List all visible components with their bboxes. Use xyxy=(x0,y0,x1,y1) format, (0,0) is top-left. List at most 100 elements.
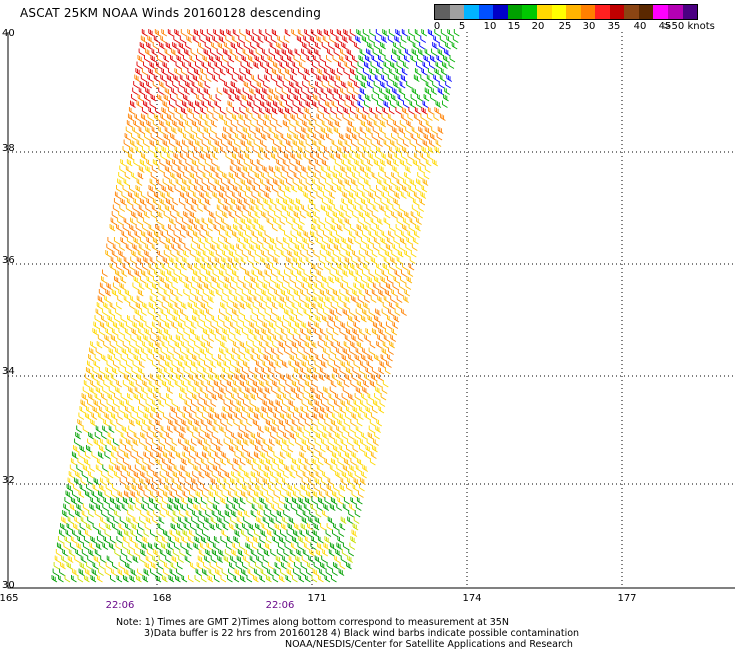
wind-barb xyxy=(155,302,161,310)
wind-barb xyxy=(179,152,186,160)
wind-barb xyxy=(305,139,312,147)
wind-barb xyxy=(112,406,118,414)
wind-barb xyxy=(175,61,182,69)
wind-barb xyxy=(203,87,210,95)
wind-barb xyxy=(378,250,385,258)
wind-barb xyxy=(376,224,382,232)
wind-barb xyxy=(343,224,350,232)
wind-barb xyxy=(407,269,414,277)
wind-barb xyxy=(431,126,437,134)
wind-barb xyxy=(409,217,416,225)
wind-barb xyxy=(228,250,235,258)
wind-barb xyxy=(320,165,327,173)
wind-barb xyxy=(203,445,209,453)
wind-barb xyxy=(313,367,320,375)
wind-barb xyxy=(191,120,198,128)
wind-barb xyxy=(118,367,125,375)
wind-barb xyxy=(352,328,359,336)
wind-barb xyxy=(288,399,295,407)
wind-barb xyxy=(401,308,407,316)
wind-barb xyxy=(208,100,214,108)
wind-barb xyxy=(194,458,201,466)
wind-barb xyxy=(389,263,395,271)
wind-barb xyxy=(202,133,209,141)
wind-barb xyxy=(136,451,143,459)
wind-barb xyxy=(134,347,141,355)
wind-barb xyxy=(177,321,184,329)
wind-barb xyxy=(195,100,201,108)
wind-barb xyxy=(343,185,350,193)
wind-barb xyxy=(102,503,109,511)
wind-barb xyxy=(334,399,340,407)
wind-barb xyxy=(241,94,248,102)
wind-barb xyxy=(123,178,130,186)
wind-barb xyxy=(306,529,312,537)
wind-barb xyxy=(82,503,89,511)
wind-barb xyxy=(131,211,137,219)
wind-barb xyxy=(424,165,431,173)
wind-barb xyxy=(438,81,445,89)
wind-barb xyxy=(99,406,105,414)
wind-barb xyxy=(174,263,181,271)
wind-barb xyxy=(279,61,286,69)
wind-barb xyxy=(213,107,220,115)
wind-barb xyxy=(261,328,268,336)
wind-barb xyxy=(307,321,314,329)
wind-barb xyxy=(182,61,188,69)
wind-barb xyxy=(327,282,334,290)
wind-barb xyxy=(119,243,126,251)
wind-barb xyxy=(334,120,341,128)
wind-barb xyxy=(393,120,400,128)
wind-barb xyxy=(284,347,290,355)
wind-barb xyxy=(263,120,270,128)
wind-barb xyxy=(215,55,222,63)
wind-barb xyxy=(144,445,151,453)
wind-barb xyxy=(291,185,298,193)
wind-barb xyxy=(85,529,91,537)
wind-barb xyxy=(351,256,357,264)
wind-barb xyxy=(72,490,78,498)
wind-barb xyxy=(142,224,148,232)
wind-barb xyxy=(318,139,325,147)
wind-barb xyxy=(119,360,126,368)
wind-barb xyxy=(181,497,188,505)
wind-barb xyxy=(276,315,283,323)
wind-barb xyxy=(176,55,183,63)
wind-barb xyxy=(333,523,339,531)
wind-barb xyxy=(344,178,351,186)
wind-barb xyxy=(437,87,444,95)
wind-barb xyxy=(253,217,260,225)
wind-barb xyxy=(329,308,336,316)
wind-barb xyxy=(227,139,234,147)
wind-barb xyxy=(57,536,64,544)
wind-barb xyxy=(220,536,227,544)
wind-barb xyxy=(154,308,160,316)
wind-barb xyxy=(418,204,425,212)
wind-barb xyxy=(363,302,369,310)
wind-barb xyxy=(135,302,142,310)
wind-barb xyxy=(298,146,304,154)
wind-barb xyxy=(435,61,442,69)
wind-barb xyxy=(288,48,294,56)
wind-barb xyxy=(346,282,353,290)
wind-barb xyxy=(151,126,158,134)
wind-barb xyxy=(291,497,298,505)
wind-barb xyxy=(254,568,260,576)
wind-barb xyxy=(301,165,308,173)
wind-barb xyxy=(434,68,441,76)
wind-barb xyxy=(175,451,182,459)
wind-barb xyxy=(170,289,177,297)
wind-barb xyxy=(320,243,327,251)
wind-barb xyxy=(234,256,240,264)
wind-barb xyxy=(229,445,235,453)
wind-barb xyxy=(220,458,227,466)
wind-barb xyxy=(145,438,152,446)
wind-barb xyxy=(375,308,381,316)
wind-barb xyxy=(351,100,357,108)
wind-barb xyxy=(79,562,86,570)
wind-barb xyxy=(372,406,378,414)
wind-barb xyxy=(136,100,143,108)
wind-barb xyxy=(272,146,278,154)
wind-barb xyxy=(177,243,184,251)
wind-barb xyxy=(196,55,202,63)
